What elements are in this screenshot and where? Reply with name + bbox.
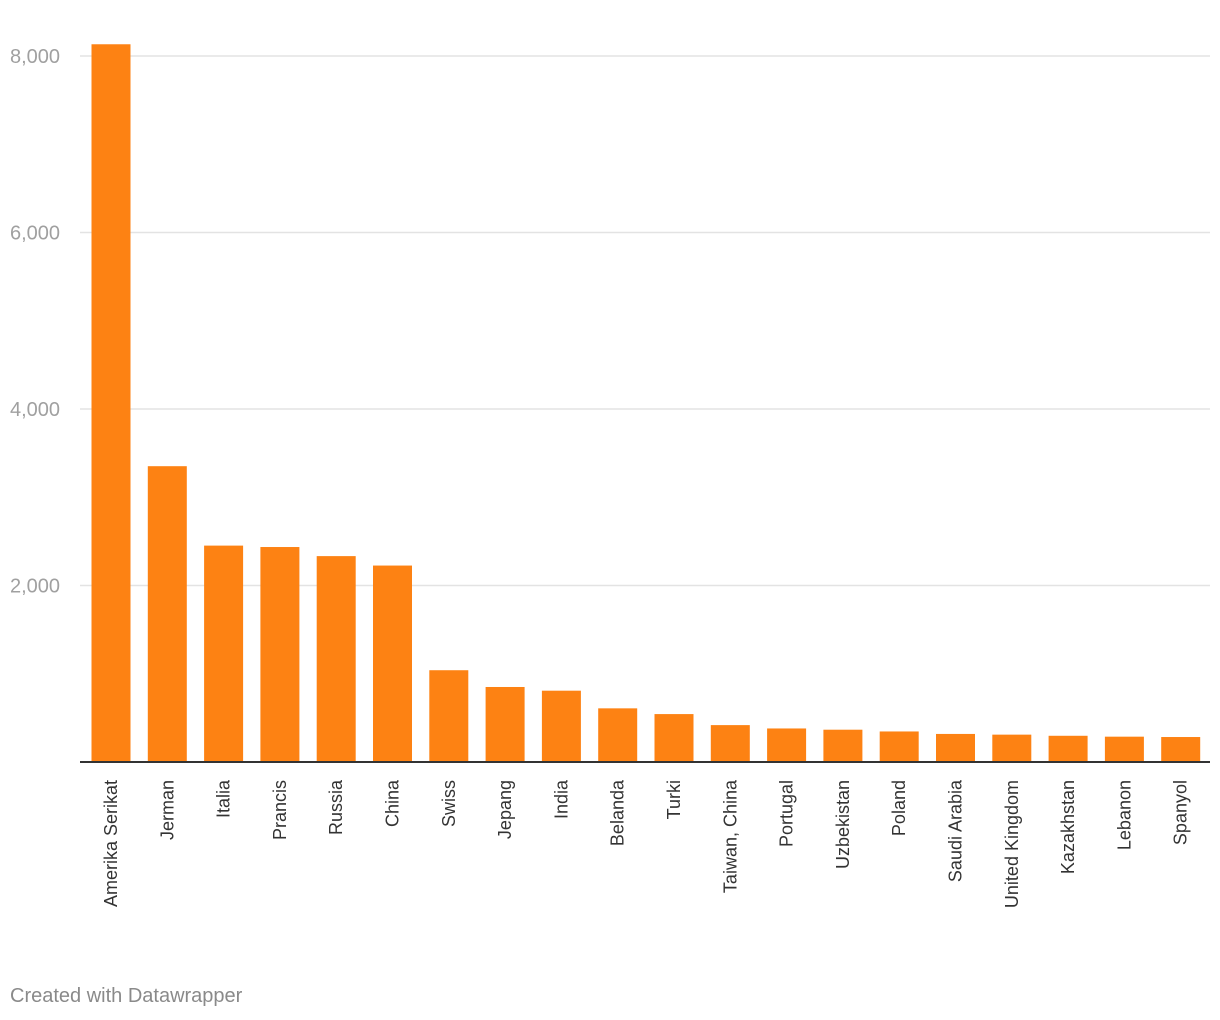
bar [992, 734, 1032, 762]
y-tick-label: 2,000 [10, 576, 60, 598]
y-tick-label: 6,000 [10, 223, 60, 245]
bar [1161, 737, 1201, 762]
x-category-label: Turki [664, 780, 684, 819]
x-category-label: Poland [889, 780, 909, 836]
bar [1048, 735, 1088, 762]
bar [316, 556, 356, 762]
bar [541, 690, 581, 762]
bar [260, 547, 300, 762]
x-category-label: Italia [214, 779, 234, 818]
bar [373, 565, 412, 762]
bar [598, 708, 638, 762]
bar [823, 729, 863, 762]
bar [147, 466, 187, 762]
x-category-label: Taiwan, China [720, 779, 740, 893]
x-category-label: Saudi Arabia [946, 779, 966, 882]
x-category-label: China [383, 779, 403, 827]
x-category-label: Russia [326, 779, 346, 835]
y-tick-label: 4,000 [10, 399, 60, 421]
bar [91, 44, 131, 762]
bar [1104, 736, 1144, 762]
bar [485, 686, 525, 762]
x-axis-category-labels: Amerika Serikat Jerman Italia Prancis Russia… [101, 779, 1191, 908]
bar [767, 728, 807, 762]
x-category-label: Amerika Serikat [101, 780, 121, 907]
x-category-label: Jepang [495, 780, 515, 839]
y-axis-tick-labels: 2,000 4,000 6,000 8,000 [10, 46, 60, 598]
x-category-label: Swiss [439, 780, 459, 827]
x-category-label: India [551, 779, 571, 819]
credit-text: Created with Datawrapper [10, 985, 243, 1007]
bar [936, 733, 975, 762]
bar [204, 545, 244, 762]
bar [429, 670, 469, 762]
bar [654, 714, 694, 762]
gridlines [80, 55, 1210, 587]
bar [879, 731, 919, 762]
x-category-label: Lebanon [1114, 780, 1134, 850]
x-category-label: Jerman [157, 780, 177, 840]
x-category-label: Belanda [608, 779, 628, 846]
bars [91, 44, 1201, 762]
x-category-label: Portugal [777, 780, 797, 847]
x-category-label: Spanyol [1171, 780, 1191, 845]
x-category-label: Uzbekistan [833, 780, 853, 869]
x-category-label: United Kingdom [1002, 780, 1022, 908]
x-category-label: Kazakhstan [1058, 780, 1078, 874]
x-category-label: Prancis [270, 780, 290, 840]
bar [710, 725, 750, 762]
y-tick-label: 8,000 [10, 46, 60, 68]
bar-chart: 2,000 4,000 6,000 8,000 Amerika Serikat Jerm… [10, 44, 1210, 908]
